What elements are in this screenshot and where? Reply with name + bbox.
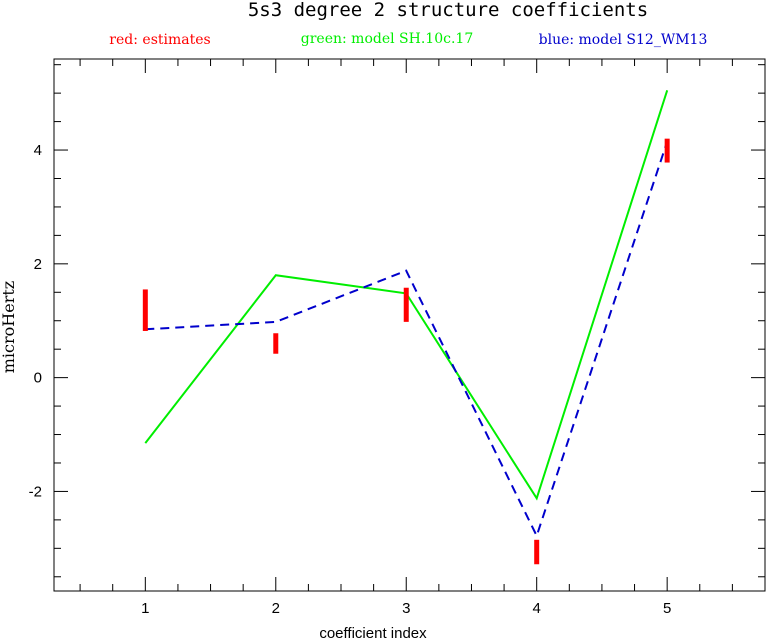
y-tick-label: 4: [34, 142, 42, 159]
estimates-layer: [142, 138, 670, 565]
x-tick-label: 3: [402, 600, 410, 617]
series-line-blue-model: [145, 141, 669, 539]
y-axis-label: microHertz: [0, 281, 18, 373]
legend-entry-estimates: red: estimates: [109, 32, 210, 48]
y-tick-label: 0: [34, 370, 42, 387]
plot-frame: [53, 58, 766, 592]
x-tick-label: 4: [533, 600, 541, 617]
x-tick-label: 2: [272, 600, 280, 617]
x-tick-label: 5: [663, 600, 671, 617]
legend-entry-green-model: green: model SH.10c.17: [301, 31, 473, 47]
x-tick-label: 1: [141, 600, 149, 617]
tick-labels: 1 2 3 4 5 -2 0 2 4: [29, 142, 672, 617]
legend-entry-blue-model: blue: model S12_WM13: [539, 32, 708, 48]
x-axis-label: coefficient index: [319, 625, 427, 641]
axis-ticks: [54, 59, 766, 591]
chart-title: 5s3 degree 2 structure coefficients: [248, 0, 648, 21]
plot-border: [53, 58, 766, 592]
y-tick-label: -2: [29, 483, 42, 500]
y-tick-label: 2: [34, 256, 42, 273]
